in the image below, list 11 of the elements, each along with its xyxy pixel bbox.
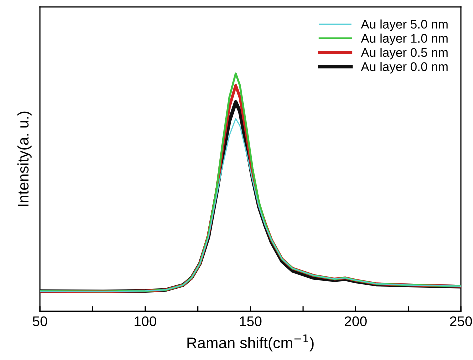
x-tick-label: 150 <box>240 316 262 326</box>
x-axis-title: Raman shift(cm$^{−1}$) <box>188 334 314 352</box>
legend-label: Au layer 5.0 nm <box>361 20 448 32</box>
x-tick-label: 200 <box>345 316 367 326</box>
y-axis-title: Intensity(a. u.) <box>18 112 32 206</box>
x-tick-label: 50 <box>33 316 48 326</box>
legend-label: Au layer 0.5 nm <box>361 48 448 60</box>
x-tick-label: 100 <box>134 316 156 326</box>
x-tick-label: 250 <box>450 316 472 326</box>
legend-label: Au layer 1.0 nm <box>361 34 448 46</box>
legend-label: Au layer 0.0 nm <box>361 62 448 74</box>
